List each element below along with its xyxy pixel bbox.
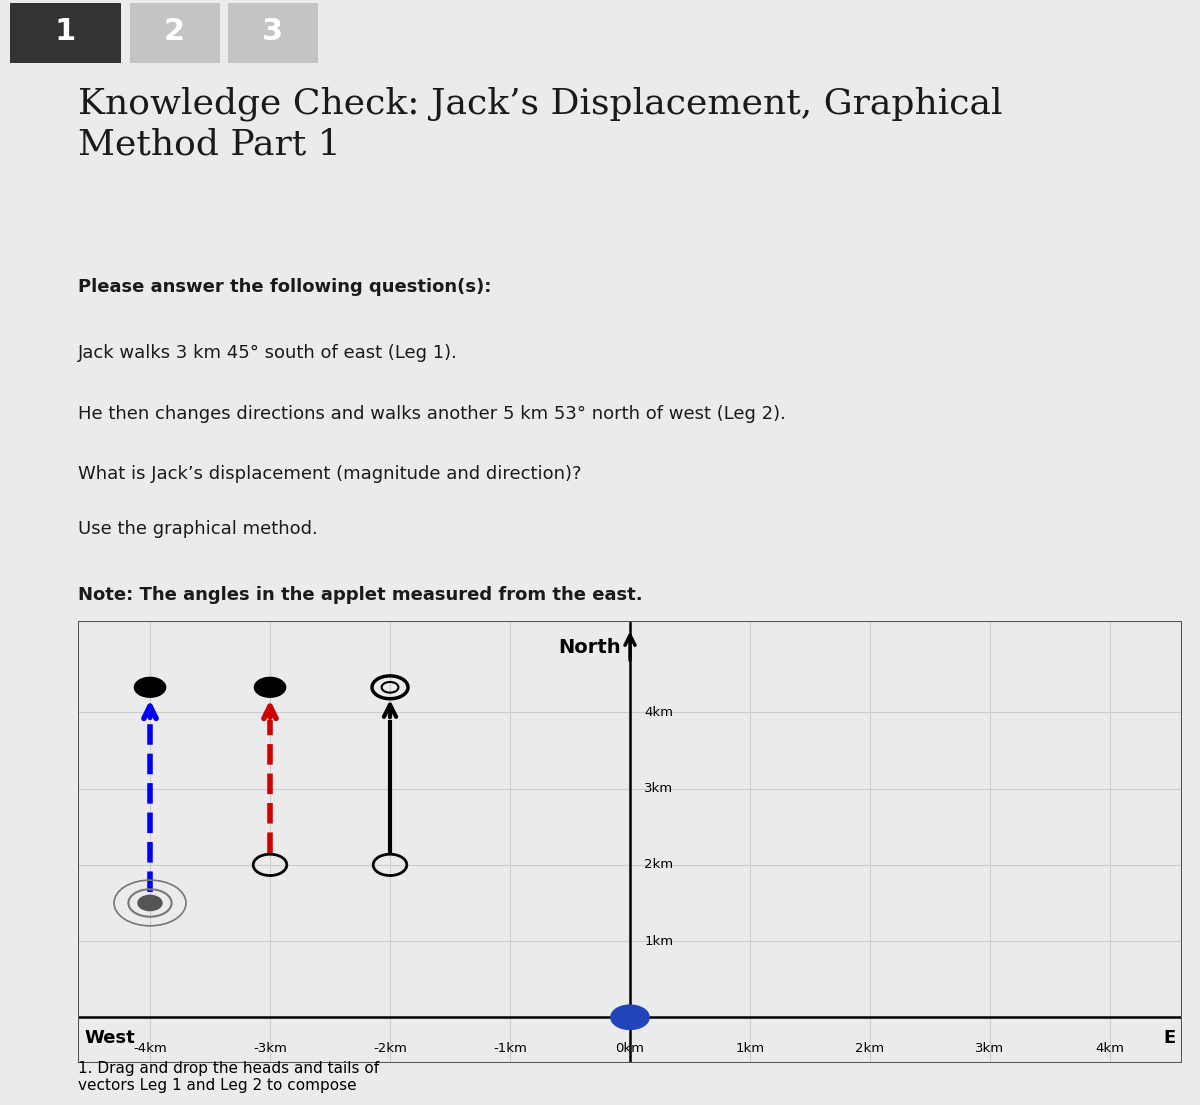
Text: -3km: -3km — [253, 1042, 287, 1054]
Text: E: E — [1164, 1029, 1176, 1046]
Circle shape — [134, 677, 166, 697]
FancyBboxPatch shape — [130, 2, 220, 63]
Circle shape — [138, 895, 162, 911]
Text: -1km: -1km — [493, 1042, 527, 1054]
Circle shape — [254, 677, 286, 697]
Text: 1: 1 — [55, 17, 76, 45]
Text: 3: 3 — [263, 17, 283, 45]
Text: What is Jack’s displacement (magnitude and direction)?: What is Jack’s displacement (magnitude a… — [78, 465, 582, 483]
Text: 4km: 4km — [1096, 1042, 1124, 1054]
Text: -4km: -4km — [133, 1042, 167, 1054]
Text: North: North — [558, 639, 620, 657]
FancyBboxPatch shape — [228, 2, 318, 63]
Text: 2: 2 — [164, 17, 185, 45]
FancyBboxPatch shape — [10, 2, 121, 63]
Text: 4km: 4km — [644, 706, 673, 719]
Text: 1. Drag and drop the heads and tails of
vectors Leg 1 and Leg 2 to compose: 1. Drag and drop the heads and tails of … — [78, 1061, 379, 1093]
Text: West: West — [84, 1029, 134, 1046]
Text: 3km: 3km — [644, 782, 673, 796]
Text: 1km: 1km — [736, 1042, 764, 1054]
Text: He then changes directions and walks another 5 km 53° north of west (Leg 2).: He then changes directions and walks ano… — [78, 404, 786, 422]
Text: Jack walks 3 km 45° south of east (Leg 1).: Jack walks 3 km 45° south of east (Leg 1… — [78, 345, 458, 362]
Text: -2km: -2km — [373, 1042, 407, 1054]
Text: 1km: 1km — [644, 935, 673, 948]
Text: 2km: 2km — [644, 859, 673, 872]
Text: 0km: 0km — [616, 1042, 644, 1054]
Text: 2km: 2km — [856, 1042, 884, 1054]
Text: 3km: 3km — [976, 1042, 1004, 1054]
Text: Please answer the following question(s):: Please answer the following question(s): — [78, 278, 491, 296]
Text: Use the graphical method.: Use the graphical method. — [78, 520, 318, 538]
Text: Knowledge Check: Jack’s Displacement, Graphical
Method Part 1: Knowledge Check: Jack’s Displacement, Gr… — [78, 86, 1003, 161]
Circle shape — [611, 1006, 649, 1030]
Text: Note: The angles in the applet measured from the east.: Note: The angles in the applet measured … — [78, 586, 643, 603]
